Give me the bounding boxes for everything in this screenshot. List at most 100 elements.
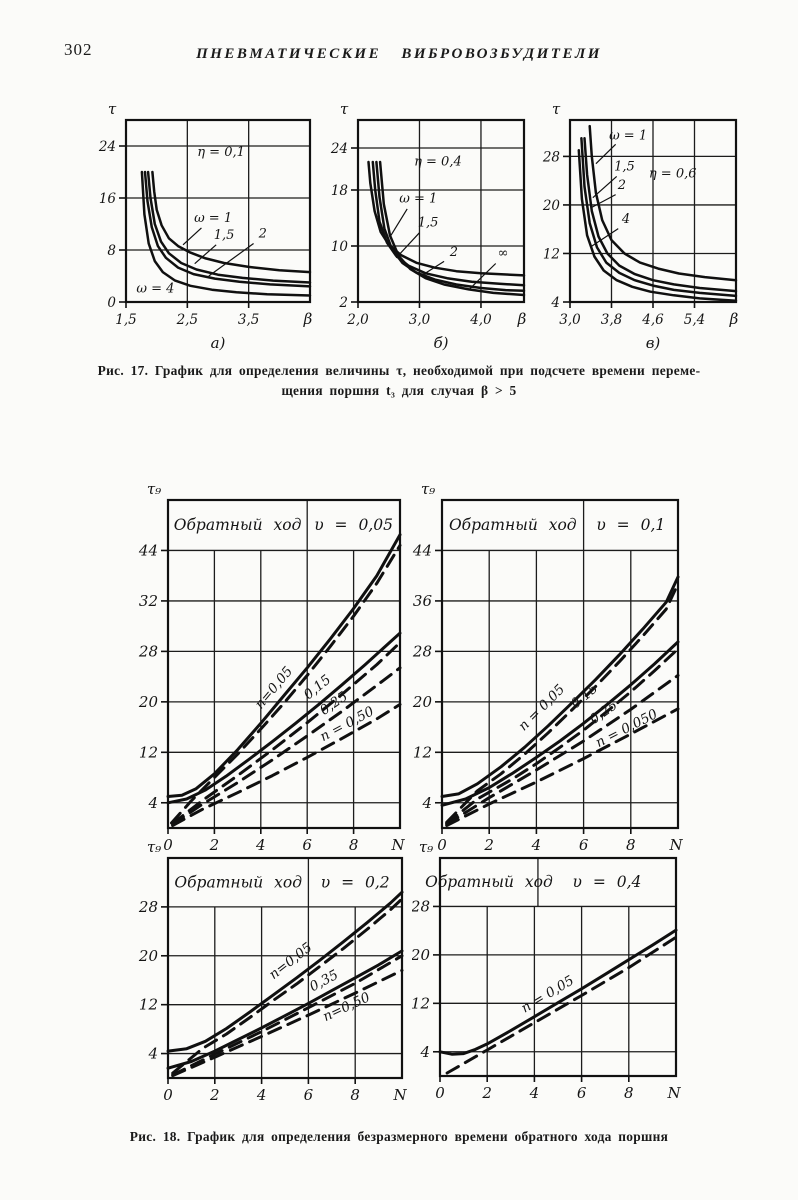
y-tick-label: 20 [138, 947, 159, 965]
plot-frame [124, 118, 312, 304]
fig17-caption: Рис. 17. График для определения величины… [49, 361, 749, 401]
plot-frame [356, 118, 526, 304]
leader-line [591, 228, 619, 247]
leader-line [420, 260, 445, 277]
leader-line [182, 227, 202, 246]
x-tick-label: 8 [626, 836, 636, 854]
y-tick-label: 44 [412, 541, 432, 559]
y-tick-label: 12 [412, 994, 430, 1012]
curve [166, 890, 404, 1053]
y-tick-label: 36 [413, 592, 433, 610]
y-tick-label: 20 [138, 693, 159, 711]
curve [146, 170, 312, 284]
curve [166, 949, 404, 1070]
curve [143, 170, 312, 288]
chart-sublabel: а) [211, 334, 226, 352]
leader-line [389, 208, 408, 238]
curve-label: 2 [258, 227, 267, 242]
band-label-left: Обратный ход [449, 516, 577, 534]
x-tick-label: 8 [350, 1086, 360, 1104]
curve [171, 641, 402, 826]
plot-frame [166, 856, 404, 1080]
curve [588, 124, 738, 282]
x-tick-label: 5,4 [684, 312, 705, 328]
x-axis-label: β [729, 310, 739, 328]
fig17-caption-line2: щения поршня t₃ для случая β > 5 [281, 383, 517, 398]
x-axis-label: N [392, 1086, 407, 1104]
leader-line [194, 244, 217, 265]
y-tick-label: 24 [98, 139, 116, 155]
band-label-left: Обратный ход [174, 873, 302, 891]
band-label-left: Обратный ход [425, 873, 553, 891]
y-axis-label: τ [552, 102, 561, 118]
x-axis-label: N [668, 836, 683, 854]
fig17-chart-c: 4 12 20 28 3,0 3,8 4,6 5,4 ω = 1 η = 0,6 1,5 2 4 τ β в) [542, 102, 739, 352]
curve-label: ω = 4 [136, 281, 174, 296]
x-tick-label: 4 [256, 1086, 267, 1104]
plot-frame [166, 498, 402, 830]
x-tick-label: 4,6 [641, 312, 664, 328]
curve [445, 582, 680, 824]
curve [580, 136, 738, 298]
curve [151, 170, 312, 274]
x-axis-label: N [666, 1084, 681, 1102]
y-tick-label: 4 [419, 1043, 430, 1061]
curve-label: 4 [621, 212, 630, 227]
fig17-caption-line1: Рис. 17. График для определения величины… [97, 363, 701, 378]
chart-sublabel: б) [433, 334, 448, 352]
x-tick-label: 3,5 [238, 312, 259, 328]
curve-label: 2 [617, 178, 626, 193]
y-axis-label: τ₉ [419, 840, 433, 856]
curve [445, 707, 680, 827]
fig18-chart-top-right: Обратный ход υ = 0,1 4 12 20 28 36 44 0 2 4 6 8 п = 0… [412, 480, 683, 854]
fig17-chart-b: 2 10 18 24 2,0 3,0 4,0 η = 0,4 ω = 1 1,5 2 ∞ τ β б) [330, 102, 527, 352]
y-tick-label: 12 [543, 246, 560, 262]
x-tick-label: 0 [437, 836, 447, 854]
x-tick-label: 4,0 [469, 312, 492, 328]
curve [171, 666, 402, 826]
leader-line [595, 143, 617, 165]
y-tick-label: 4 [421, 794, 432, 812]
x-tick-label: 0 [163, 836, 173, 854]
page-number: 302 [64, 40, 93, 59]
leader-line [591, 194, 616, 208]
x-tick-label: 4 [255, 836, 266, 854]
curve [577, 149, 738, 303]
curve [445, 673, 680, 826]
x-tick-label: 0 [435, 1084, 445, 1102]
curve [171, 968, 404, 1078]
y-tick-label: 24 [330, 141, 348, 157]
y-axis-label: τ [340, 102, 349, 118]
x-tick-label: 2 [483, 836, 494, 854]
y-tick-label: 8 [107, 243, 116, 259]
x-tick-label: 6 [579, 836, 589, 854]
y-tick-label: 28 [412, 897, 430, 915]
y-tick-label: 2 [338, 295, 348, 311]
x-tick-label: 8 [624, 1084, 634, 1102]
curve-label: ω = 1 [399, 192, 437, 207]
plot-frame [438, 856, 678, 1078]
x-tick-label: 4 [529, 1084, 540, 1102]
x-tick-label: 2 [209, 836, 220, 854]
x-tick-label: 2,0 [346, 312, 369, 328]
y-tick-label: 4 [550, 295, 560, 311]
curve-label: η = 0,6 [649, 167, 697, 182]
y-tick-label: 44 [138, 541, 158, 559]
y-tick-label: 28 [542, 149, 561, 165]
y-tick-label: 4 [147, 1045, 158, 1063]
leader-line [469, 263, 497, 290]
x-tick-label: 4 [531, 836, 542, 854]
curve [170, 543, 402, 825]
curve [438, 928, 678, 1056]
y-tick-label: 12 [413, 743, 432, 761]
curve [378, 160, 526, 297]
curve-label: 1,5 [614, 159, 635, 174]
curve [440, 640, 680, 807]
x-tick-label: 1,5 [115, 312, 136, 328]
band-label-right: υ = 0,1 [596, 516, 665, 534]
plot-frame [440, 498, 680, 830]
curve [371, 160, 526, 287]
x-tick-label: 8 [349, 836, 359, 854]
